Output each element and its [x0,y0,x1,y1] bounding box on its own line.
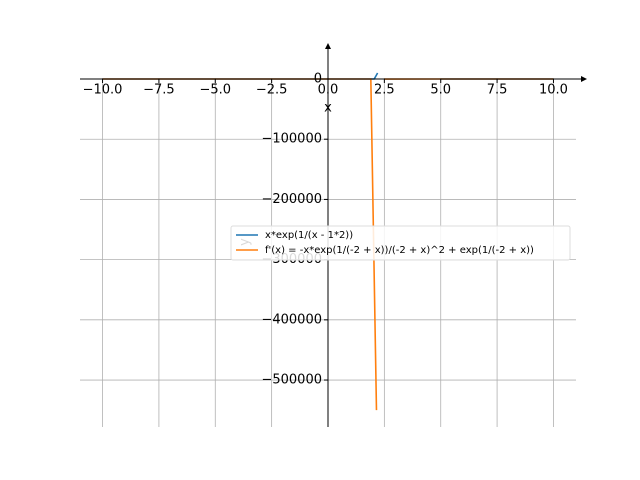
x-tick-label: −2.5 [256,83,288,98]
x-tick-label: 10.0 [539,83,568,98]
legend-box [230,225,571,261]
axes: −10.0 −7.5 −5.0 −2.5 0.0 2.5 5.0 7.5 10.00−10000… [80,43,587,427]
legend: x*exp(1/(x - 1*2)) f'(x) = -x*exp(1/(-2 +… [230,225,571,261]
x-tick-label: 7.5 [487,83,508,98]
legend-label: x*exp(1/(x - 1*2)) [265,230,353,241]
x-axis-label: x [324,101,332,116]
x-tick-label: −5.0 [199,83,231,98]
y-tick-label: −500000 [261,373,322,388]
x-tick-label: 2.5 [374,83,395,98]
y-tick-label: −100000 [261,132,322,147]
x-tick-label: −10.0 [83,83,123,98]
legend-label: f'(x) = -x*exp(1/(-2 + x))/(-2 + x)^2 + … [265,245,534,256]
y-tick-label: −200000 [261,192,322,207]
y-tick-label: −400000 [261,312,322,327]
x-tick-label: −7.5 [143,83,175,98]
x-tick-label: 5.0 [430,83,451,98]
